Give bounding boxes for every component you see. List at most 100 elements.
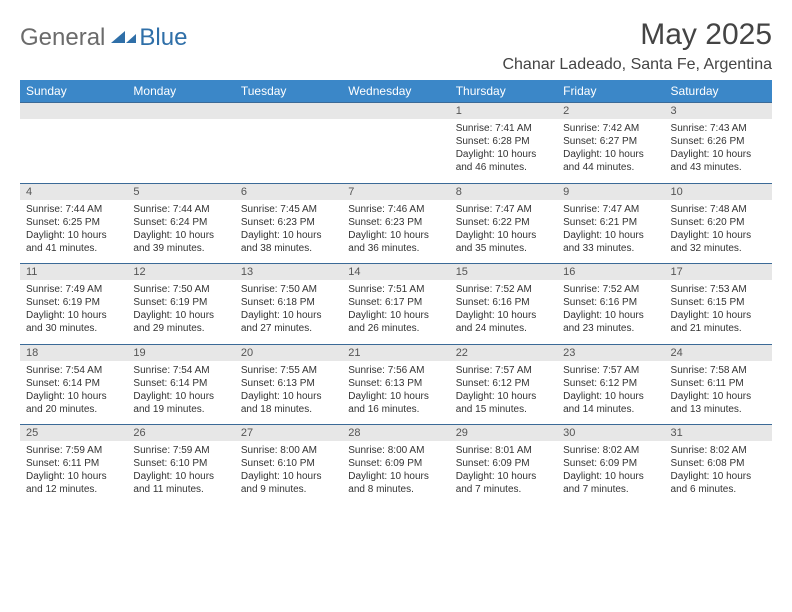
week-info-row: Sunrise: 7:41 AMSunset: 6:28 PMDaylight:…	[20, 119, 772, 183]
daylight-text: Daylight: 10 hours and 44 minutes.	[563, 148, 658, 174]
sunrise-text: Sunrise: 8:02 AM	[671, 444, 766, 457]
daylight-text: Daylight: 10 hours and 20 minutes.	[26, 390, 121, 416]
day-info-cell: Sunrise: 7:50 AMSunset: 6:18 PMDaylight:…	[235, 280, 342, 344]
day-info-cell: Sunrise: 8:00 AMSunset: 6:09 PMDaylight:…	[342, 441, 449, 505]
sunrise-text: Sunrise: 7:52 AM	[563, 283, 658, 296]
day-header: Sunday	[20, 80, 127, 103]
month-title: May 2025	[502, 18, 772, 52]
sunset-text: Sunset: 6:12 PM	[456, 377, 551, 390]
sunrise-text: Sunrise: 7:54 AM	[26, 364, 121, 377]
brand-logo: General Blue	[20, 18, 187, 52]
day-number-cell	[342, 103, 449, 120]
sunrise-text: Sunrise: 7:44 AM	[26, 203, 121, 216]
day-info-cell: Sunrise: 7:46 AMSunset: 6:23 PMDaylight:…	[342, 200, 449, 264]
sunset-text: Sunset: 6:20 PM	[671, 216, 766, 229]
daylight-text: Daylight: 10 hours and 7 minutes.	[456, 470, 551, 496]
sunrise-text: Sunrise: 7:53 AM	[671, 283, 766, 296]
sunset-text: Sunset: 6:12 PM	[563, 377, 658, 390]
daylight-text: Daylight: 10 hours and 12 minutes.	[26, 470, 121, 496]
day-info-cell: Sunrise: 7:59 AMSunset: 6:11 PMDaylight:…	[20, 441, 127, 505]
daylight-text: Daylight: 10 hours and 35 minutes.	[456, 229, 551, 255]
day-number-cell: 27	[235, 425, 342, 442]
day-number-cell: 1	[450, 103, 557, 120]
sunset-text: Sunset: 6:16 PM	[563, 296, 658, 309]
day-number-cell: 4	[20, 183, 127, 200]
daylight-text: Daylight: 10 hours and 41 minutes.	[26, 229, 121, 255]
sunrise-text: Sunrise: 7:49 AM	[26, 283, 121, 296]
sunset-text: Sunset: 6:23 PM	[348, 216, 443, 229]
day-header: Tuesday	[235, 80, 342, 103]
sunrise-text: Sunrise: 7:59 AM	[133, 444, 228, 457]
day-info-cell: Sunrise: 7:50 AMSunset: 6:19 PMDaylight:…	[127, 280, 234, 344]
sunset-text: Sunset: 6:18 PM	[241, 296, 336, 309]
sunrise-text: Sunrise: 7:56 AM	[348, 364, 443, 377]
day-info-cell: Sunrise: 7:52 AMSunset: 6:16 PMDaylight:…	[450, 280, 557, 344]
daylight-text: Daylight: 10 hours and 15 minutes.	[456, 390, 551, 416]
day-number-cell: 28	[342, 425, 449, 442]
day-info-cell	[342, 119, 449, 183]
day-header-row: Sunday Monday Tuesday Wednesday Thursday…	[20, 80, 772, 103]
sunset-text: Sunset: 6:25 PM	[26, 216, 121, 229]
day-header: Thursday	[450, 80, 557, 103]
page-header: General Blue May 2025 Chanar Ladeado, Sa…	[20, 18, 772, 74]
week-info-row: Sunrise: 7:49 AMSunset: 6:19 PMDaylight:…	[20, 280, 772, 344]
daylight-text: Daylight: 10 hours and 33 minutes.	[563, 229, 658, 255]
week-number-row: 25262728293031	[20, 425, 772, 442]
week-info-row: Sunrise: 7:54 AMSunset: 6:14 PMDaylight:…	[20, 361, 772, 425]
location-subtitle: Chanar Ladeado, Santa Fe, Argentina	[502, 56, 772, 74]
day-info-cell	[235, 119, 342, 183]
sunset-text: Sunset: 6:21 PM	[563, 216, 658, 229]
day-number-cell: 3	[665, 103, 772, 120]
day-number-cell: 7	[342, 183, 449, 200]
day-number-cell: 12	[127, 264, 234, 281]
daylight-text: Daylight: 10 hours and 26 minutes.	[348, 309, 443, 335]
day-number-cell: 29	[450, 425, 557, 442]
week-number-row: 18192021222324	[20, 344, 772, 361]
day-info-cell: Sunrise: 7:52 AMSunset: 6:16 PMDaylight:…	[557, 280, 664, 344]
daylight-text: Daylight: 10 hours and 46 minutes.	[456, 148, 551, 174]
week-info-row: Sunrise: 7:59 AMSunset: 6:11 PMDaylight:…	[20, 441, 772, 505]
day-info-cell: Sunrise: 7:41 AMSunset: 6:28 PMDaylight:…	[450, 119, 557, 183]
day-info-cell: Sunrise: 7:59 AMSunset: 6:10 PMDaylight:…	[127, 441, 234, 505]
sunset-text: Sunset: 6:11 PM	[671, 377, 766, 390]
sunrise-text: Sunrise: 7:54 AM	[133, 364, 228, 377]
sunset-text: Sunset: 6:10 PM	[241, 457, 336, 470]
week-number-row: 123	[20, 103, 772, 120]
day-number-cell: 30	[557, 425, 664, 442]
day-number-cell: 16	[557, 264, 664, 281]
sunrise-text: Sunrise: 7:46 AM	[348, 203, 443, 216]
brand-general: General	[20, 24, 105, 52]
sunset-text: Sunset: 6:24 PM	[133, 216, 228, 229]
sunset-text: Sunset: 6:13 PM	[348, 377, 443, 390]
daylight-text: Daylight: 10 hours and 43 minutes.	[671, 148, 766, 174]
day-info-cell: Sunrise: 7:57 AMSunset: 6:12 PMDaylight:…	[557, 361, 664, 425]
day-info-cell: Sunrise: 7:56 AMSunset: 6:13 PMDaylight:…	[342, 361, 449, 425]
daylight-text: Daylight: 10 hours and 19 minutes.	[133, 390, 228, 416]
sunrise-text: Sunrise: 7:42 AM	[563, 122, 658, 135]
sunset-text: Sunset: 6:11 PM	[26, 457, 121, 470]
sunrise-text: Sunrise: 7:58 AM	[671, 364, 766, 377]
daylight-text: Daylight: 10 hours and 6 minutes.	[671, 470, 766, 496]
day-number-cell: 22	[450, 344, 557, 361]
week-info-row: Sunrise: 7:44 AMSunset: 6:25 PMDaylight:…	[20, 200, 772, 264]
sunset-text: Sunset: 6:08 PM	[671, 457, 766, 470]
day-info-cell: Sunrise: 8:01 AMSunset: 6:09 PMDaylight:…	[450, 441, 557, 505]
day-header: Wednesday	[342, 80, 449, 103]
sunrise-text: Sunrise: 7:59 AM	[26, 444, 121, 457]
day-header: Monday	[127, 80, 234, 103]
day-info-cell: Sunrise: 7:44 AMSunset: 6:25 PMDaylight:…	[20, 200, 127, 264]
sunset-text: Sunset: 6:09 PM	[348, 457, 443, 470]
day-info-cell	[127, 119, 234, 183]
day-number-cell: 8	[450, 183, 557, 200]
day-info-cell: Sunrise: 7:51 AMSunset: 6:17 PMDaylight:…	[342, 280, 449, 344]
brand-mark-icon	[111, 27, 137, 50]
week-number-row: 11121314151617	[20, 264, 772, 281]
day-number-cell: 18	[20, 344, 127, 361]
sunrise-text: Sunrise: 7:51 AM	[348, 283, 443, 296]
day-info-cell: Sunrise: 7:54 AMSunset: 6:14 PMDaylight:…	[127, 361, 234, 425]
week-number-row: 45678910	[20, 183, 772, 200]
day-info-cell: Sunrise: 8:02 AMSunset: 6:08 PMDaylight:…	[665, 441, 772, 505]
sunrise-text: Sunrise: 7:47 AM	[563, 203, 658, 216]
sunrise-text: Sunrise: 7:57 AM	[563, 364, 658, 377]
day-number-cell	[235, 103, 342, 120]
